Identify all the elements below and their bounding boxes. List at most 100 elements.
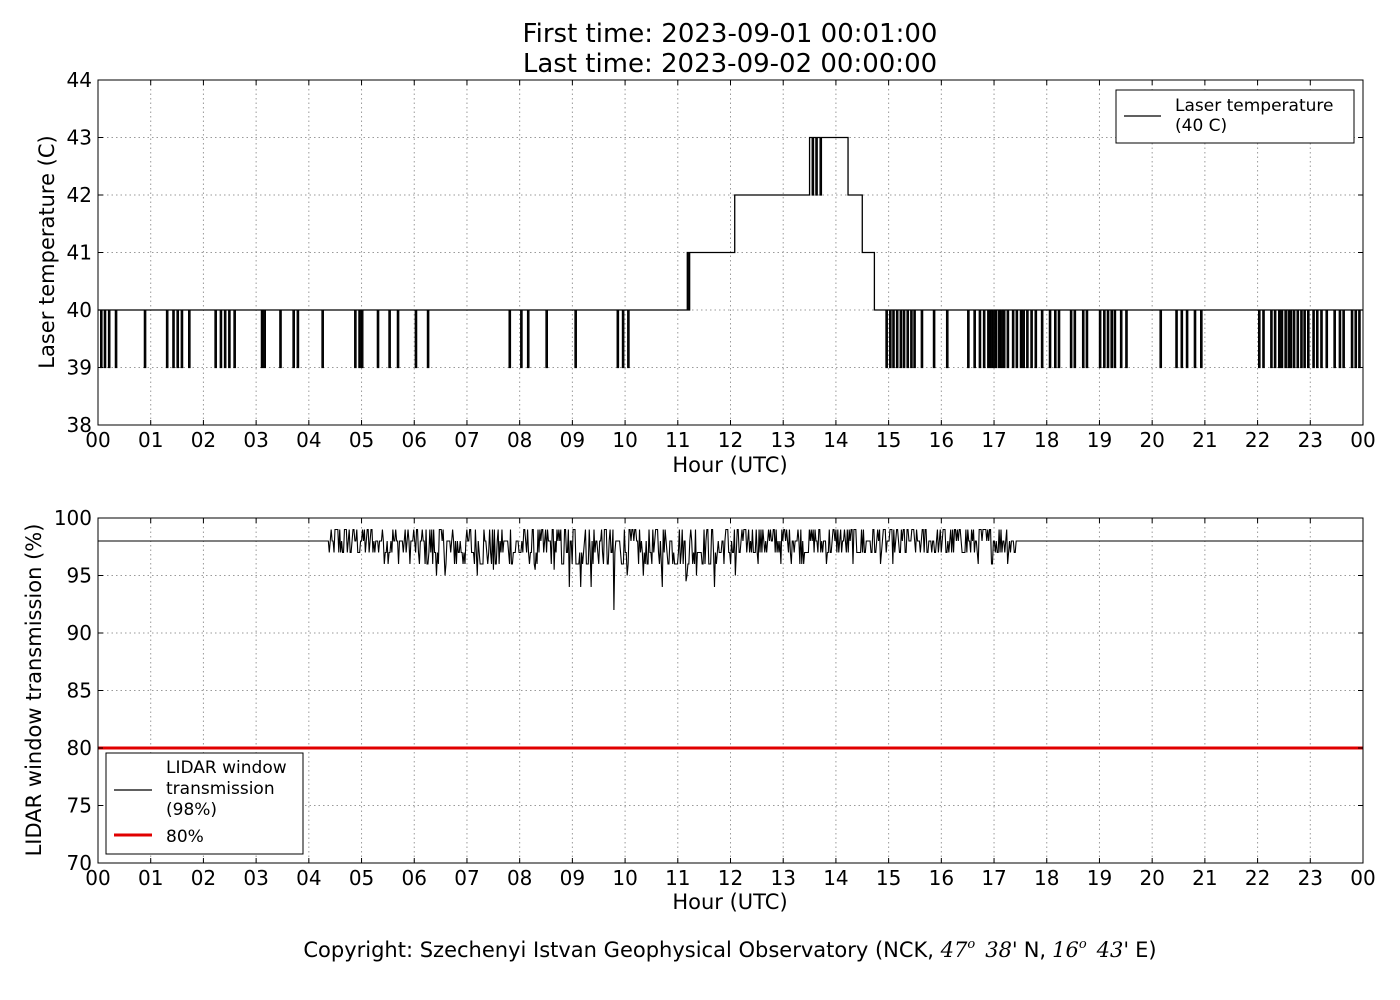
x-tick-label: 00 [85,428,110,452]
y-tick-label: 100 [54,506,92,530]
legend-label-line: 80% [166,827,204,847]
x-tick-label: 12 [718,428,743,452]
x-tick-label: 12 [718,866,743,890]
x-tick-label: 00 [1350,866,1375,890]
footer-lat-min: 38' [985,938,1018,962]
x-tick-label: 11 [665,428,690,452]
legend-label-line: (40 C) [1175,116,1227,136]
x-tick-label: 13 [770,866,795,890]
x-tick-label: 23 [1298,866,1323,890]
laser-temperature-x-ticks: 00 01 02 03 04 05 06 07 08 09 10 11 12 13 14 15 16 17 18 19… [85,80,1376,452]
legend-label-line: (98%) [166,800,217,820]
laser-temperature-x-axis-label: Hour (UTC) [672,453,787,477]
y-tick-label: 75 [67,794,92,818]
x-tick-label: 17 [981,428,1006,452]
x-tick-label: 10 [612,866,637,890]
legend-label-line: transmission [166,779,275,799]
y-tick-label: 39 [67,356,92,380]
footer-deg-symbol-2: o [1079,937,1087,952]
y-tick-label: 80 [67,736,92,760]
title-line-2: Last time: 2023-09-02 00:00:00 [523,49,937,79]
y-tick-label: 70 [67,851,92,875]
legend-label-threshold: 80% [166,827,204,847]
y-tick-label: 40 [67,298,92,322]
footer-lon-deg: 16 [1052,938,1079,962]
y-tick-label: 38 [67,413,92,437]
x-tick-label: 21 [1192,866,1217,890]
x-tick-label: 00 [85,866,110,890]
x-tick-label: 15 [876,428,901,452]
y-tick-label: 90 [67,621,92,645]
lidar-transmission-y-ticks: 70 75 80 85 90 95 100 [54,506,1363,875]
x-tick-label: 23 [1298,428,1323,452]
x-tick-label: 00 [1350,428,1375,452]
copyright-footer: Copyright: Szechenyi Istvan Geophysical … [303,937,1156,962]
x-tick-label: 05 [349,866,374,890]
y-tick-label: 41 [67,241,92,265]
x-tick-label: 06 [402,428,427,452]
footer-deg-symbol: o [967,937,975,952]
legend-frame [105,752,304,855]
x-tick-label: 22 [1245,866,1270,890]
x-tick-label: 22 [1245,428,1270,452]
x-tick-label: 07 [454,866,479,890]
title-line-1: First time: 2023-09-01 00:01:00 [523,19,938,49]
lidar-transmission-series [98,528,1363,750]
x-tick-label: 11 [665,866,690,890]
laser-temperature-line [98,136,1363,369]
x-tick-label: 16 [929,866,954,890]
x-tick-label: 02 [191,866,216,890]
lidar-transmission-line [98,528,1363,611]
x-tick-label: 04 [296,866,321,890]
footer-lat-deg: 47 [940,938,968,962]
x-tick-label: 14 [823,866,848,890]
x-tick-label: 20 [1139,866,1164,890]
x-tick-label: 01 [138,428,163,452]
laser-temperature-panel: 00 01 02 03 04 05 06 07 08 09 10 11 12 13 14 15 16 17 18 19… [35,68,1376,477]
laser-temperature-series [98,136,1363,369]
y-tick-label: 43 [67,126,92,150]
footer-lon-min: 43' [1096,938,1130,962]
lidar-transmission-x-axis-label: Hour (UTC) [672,890,787,914]
x-tick-label: 08 [507,428,532,452]
x-tick-label: 14 [823,428,848,452]
x-tick-label: 07 [454,428,479,452]
x-tick-label: 17 [981,866,1006,890]
lidar-transmission-panel: 00 01 02 03 04 05 06 07 08 09 10 11 12 13 14 15 16 17 18 19… [22,506,1376,914]
x-tick-label: 02 [191,428,216,452]
y-tick-label: 85 [67,679,92,703]
legend-label-lidar-transmission: LIDAR window transmission (98%) [166,758,287,820]
lidar-transmission-y-axis-label: LIDAR window transmission (%) [22,524,46,857]
x-tick-label: 09 [560,428,585,452]
x-tick-label: 05 [349,428,374,452]
x-tick-label: 21 [1192,428,1217,452]
x-tick-label: 08 [507,866,532,890]
x-tick-label: 18 [1034,428,1059,452]
lidar-transmission-grid [98,518,1363,863]
y-tick-label: 44 [67,68,92,92]
legend-label-laser-temperature: Laser temperature (40 C) [1175,96,1333,136]
x-tick-label: 16 [929,428,954,452]
legend-label-line: Laser temperature [1175,96,1333,116]
laser-temperature-y-axis-label: Laser temperature (C) [35,135,59,368]
footer-lat-dir: N, [1024,938,1046,962]
x-tick-label: 01 [138,866,163,890]
footer-lon-dir: E) [1135,938,1156,962]
x-tick-label: 10 [612,428,637,452]
lidar-transmission-x-ticks: 00 01 02 03 04 05 06 07 08 09 10 11 12 13 14 15 16 17 18 19… [85,518,1376,890]
x-tick-label: 13 [770,428,795,452]
lidar-transmission-legend: LIDAR window transmission (98%) 80% [105,752,304,855]
footer-prefix: Copyright: Szechenyi Istvan Geophysical … [303,938,940,962]
x-tick-label: 20 [1139,428,1164,452]
x-tick-label: 18 [1034,866,1059,890]
x-tick-label: 09 [560,866,585,890]
laser-temperature-y-ticks: 38 39 40 41 42 43 44 [67,68,1363,437]
x-tick-label: 19 [1087,428,1112,452]
x-tick-label: 06 [402,866,427,890]
x-tick-label: 04 [296,428,321,452]
y-tick-label: 95 [67,564,92,588]
x-tick-label: 15 [876,866,901,890]
x-tick-label: 03 [243,866,268,890]
